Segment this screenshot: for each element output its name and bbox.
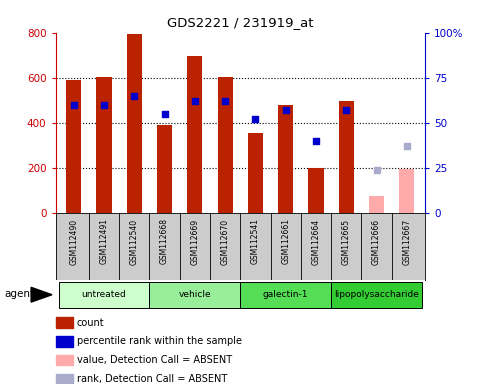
Bar bbox=[127, 34, 142, 213]
Point bbox=[312, 138, 320, 144]
Point bbox=[70, 102, 78, 108]
Text: galectin-1: galectin-1 bbox=[263, 290, 309, 299]
Point bbox=[282, 107, 290, 113]
Title: GDS2221 / 231919_at: GDS2221 / 231919_at bbox=[167, 16, 313, 29]
Text: percentile rank within the sample: percentile rank within the sample bbox=[77, 336, 242, 346]
Text: GSM112661: GSM112661 bbox=[281, 218, 290, 265]
Bar bbox=[278, 105, 293, 213]
Bar bbox=[66, 80, 81, 213]
Bar bbox=[217, 77, 233, 213]
Text: GSM112665: GSM112665 bbox=[342, 218, 351, 265]
Bar bbox=[309, 168, 324, 213]
Point bbox=[100, 102, 108, 108]
Text: untreated: untreated bbox=[82, 290, 127, 299]
Bar bbox=[57, 317, 73, 328]
Text: GSM112664: GSM112664 bbox=[312, 218, 321, 265]
Text: GSM112541: GSM112541 bbox=[251, 218, 260, 265]
Point bbox=[403, 143, 411, 149]
Point bbox=[161, 111, 169, 117]
Text: rank, Detection Call = ABSENT: rank, Detection Call = ABSENT bbox=[77, 374, 227, 384]
Text: GSM112490: GSM112490 bbox=[69, 218, 78, 265]
Polygon shape bbox=[31, 287, 52, 302]
Bar bbox=[57, 355, 73, 365]
Bar bbox=[339, 101, 354, 213]
Text: vehicle: vehicle bbox=[179, 290, 211, 299]
Text: GSM112491: GSM112491 bbox=[99, 218, 109, 265]
Point bbox=[221, 98, 229, 104]
Text: agent: agent bbox=[5, 289, 35, 299]
Text: value, Detection Call = ABSENT: value, Detection Call = ABSENT bbox=[77, 355, 232, 365]
Bar bbox=[331, 282, 422, 308]
Text: GSM112540: GSM112540 bbox=[130, 218, 139, 265]
Point bbox=[191, 98, 199, 104]
Bar bbox=[399, 169, 414, 213]
Text: GSM112667: GSM112667 bbox=[402, 218, 412, 265]
Bar bbox=[97, 77, 112, 213]
Bar bbox=[57, 374, 73, 384]
Text: count: count bbox=[77, 318, 104, 328]
Point bbox=[252, 116, 259, 122]
Point bbox=[342, 107, 350, 113]
Bar bbox=[157, 125, 172, 213]
Point bbox=[130, 93, 138, 99]
Bar bbox=[187, 56, 202, 213]
Text: GSM112670: GSM112670 bbox=[221, 218, 229, 265]
Bar bbox=[369, 196, 384, 213]
Text: lipopolysaccharide: lipopolysaccharide bbox=[334, 290, 419, 299]
Bar bbox=[149, 282, 241, 308]
Text: GSM112666: GSM112666 bbox=[372, 218, 381, 265]
Bar bbox=[248, 133, 263, 213]
Bar bbox=[57, 336, 73, 347]
Text: GSM112669: GSM112669 bbox=[190, 218, 199, 265]
Bar bbox=[58, 282, 149, 308]
Bar bbox=[241, 282, 331, 308]
Point bbox=[373, 167, 381, 173]
Text: GSM112668: GSM112668 bbox=[160, 218, 169, 265]
